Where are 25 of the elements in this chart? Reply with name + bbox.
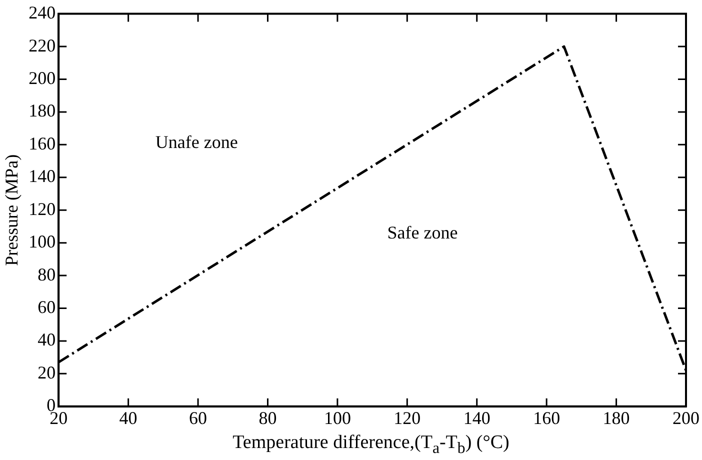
- y-tick-label: 60: [38, 296, 56, 317]
- annotation: Unafe zone: [155, 132, 238, 152]
- y-tick-label: 20: [38, 362, 56, 382]
- y-tick-label: 180: [28, 100, 56, 121]
- x-tick-label: 140: [463, 408, 490, 428]
- y-tick-label: 160: [28, 133, 56, 154]
- y-tick-label: 240: [28, 2, 56, 23]
- y-tick-label: 40: [38, 330, 56, 350]
- annotation: Safe zone: [387, 222, 458, 242]
- y-axis-title: Pressure (MPa): [2, 154, 22, 266]
- x-tick-label: 160: [533, 408, 560, 428]
- x-tick-label: 120: [394, 408, 421, 428]
- y-tick-label: 80: [38, 264, 56, 284]
- y-tick-label: 200: [28, 68, 56, 88]
- x-tick-label: 60: [189, 408, 208, 428]
- x-tick-label: 40: [119, 408, 138, 428]
- x-tick-label: 200: [672, 408, 700, 428]
- y-tick-label: 120: [28, 198, 56, 219]
- y-tick-label: 140: [28, 166, 56, 186]
- x-tick-label: 100: [324, 408, 351, 428]
- x-tick-label: 180: [602, 408, 630, 428]
- x-tick-label: 80: [258, 408, 277, 428]
- y-tick-label: 100: [28, 232, 56, 252]
- x-axis-title: Temperature difference,(T$_{a}$-T$_{b}$) (°C): [232, 432, 510, 459]
- y-tick-label: 220: [28, 35, 56, 56]
